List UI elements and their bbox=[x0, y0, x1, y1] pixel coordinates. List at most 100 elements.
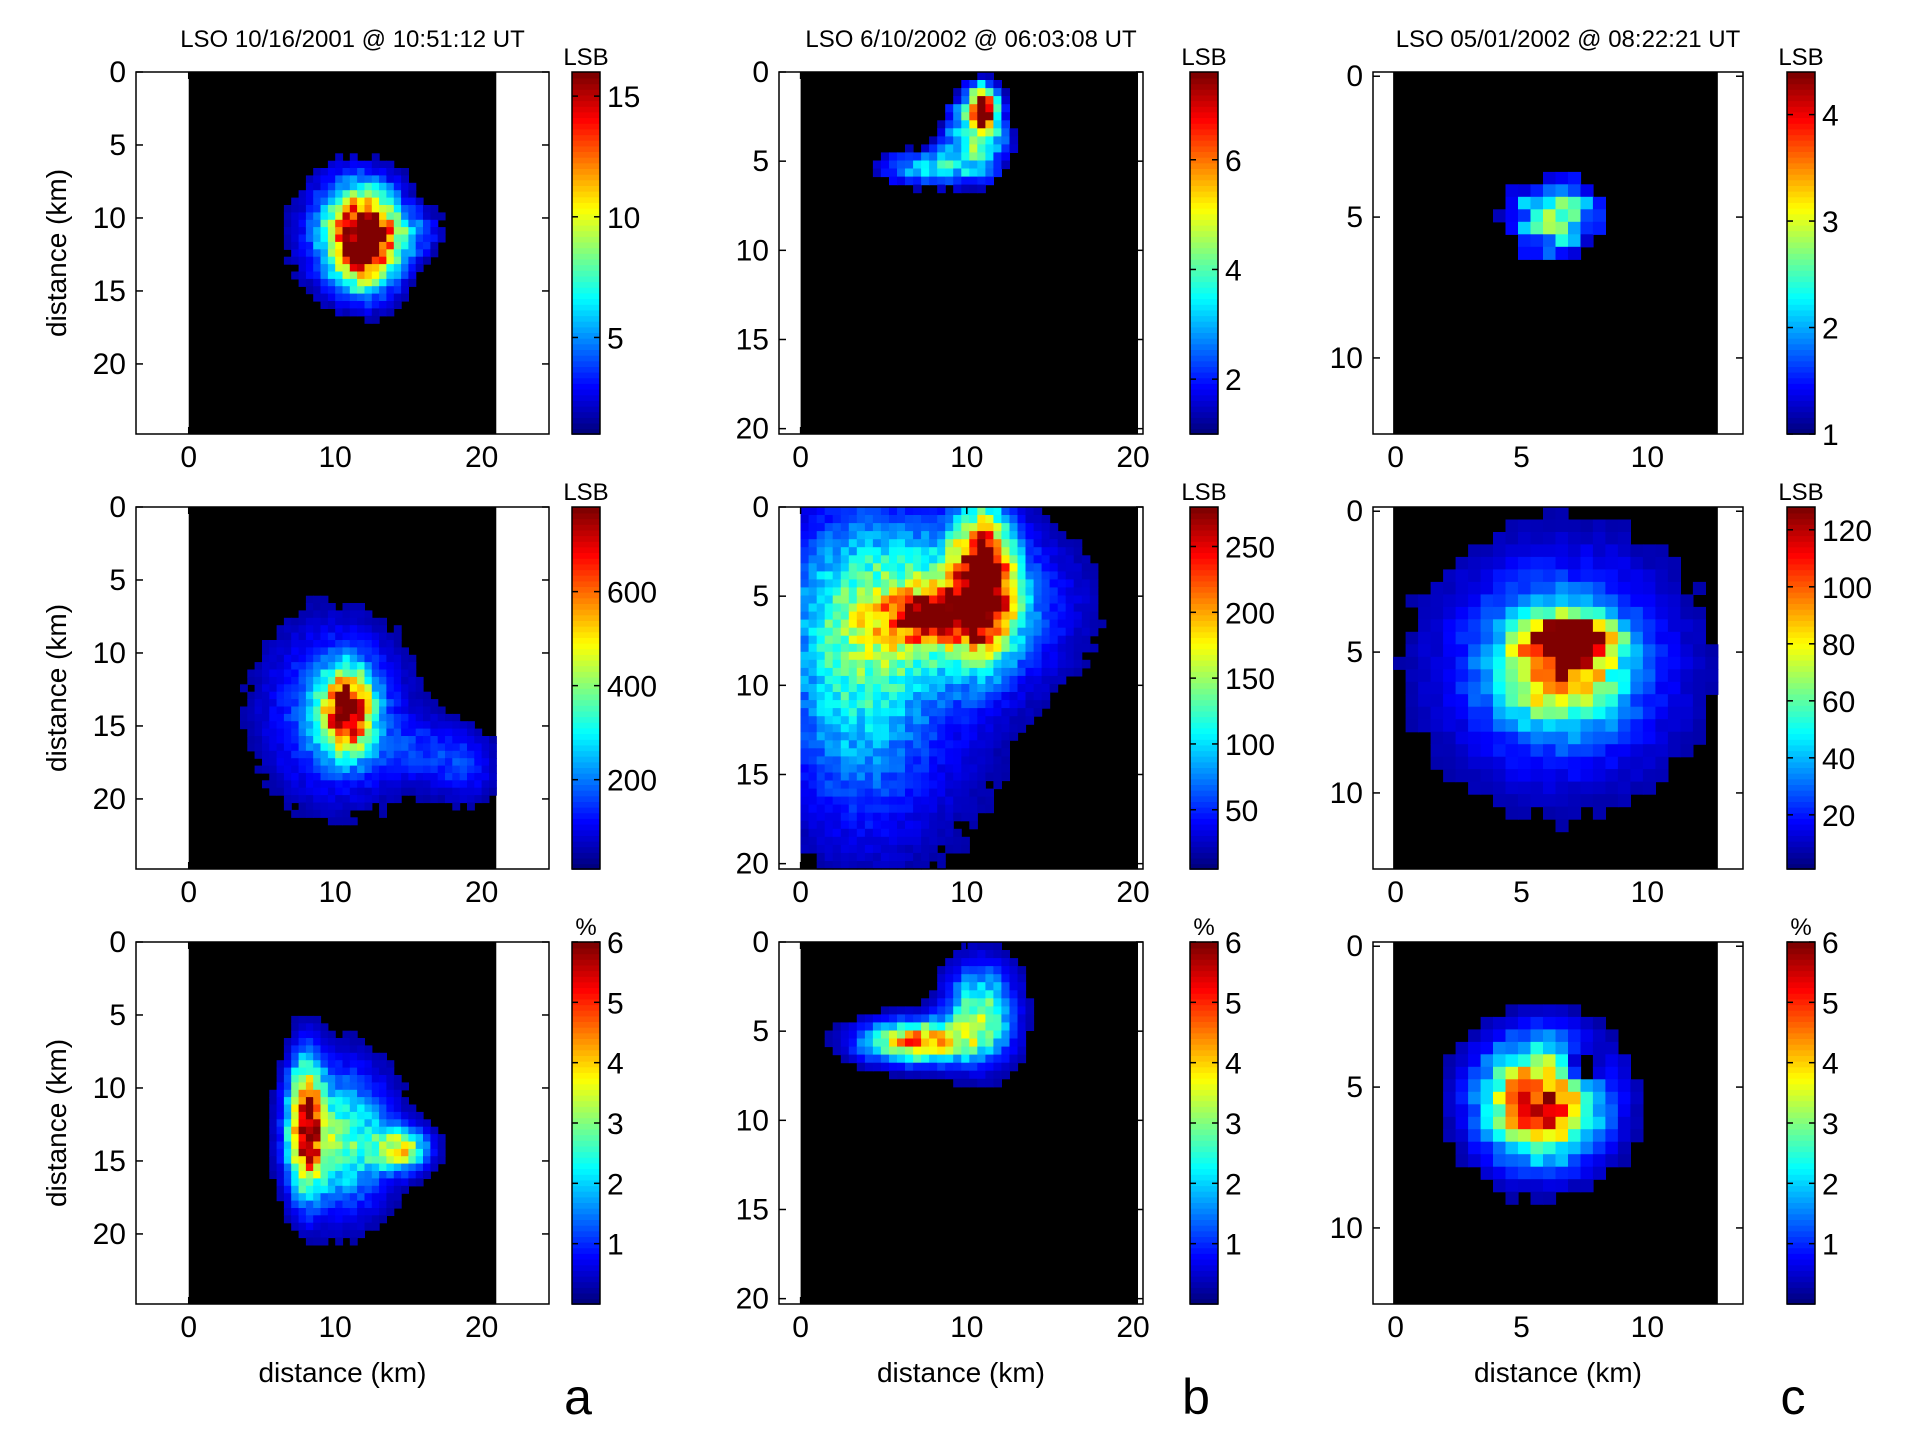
heat-cell bbox=[889, 555, 898, 564]
heat-cell bbox=[977, 998, 986, 1007]
heat-cell bbox=[320, 1230, 329, 1239]
heat-cell bbox=[897, 1062, 906, 1072]
colorbar-swatch bbox=[572, 298, 600, 305]
heat-cell bbox=[1057, 595, 1067, 605]
colorbar-swatch bbox=[1190, 326, 1218, 333]
heat-cell bbox=[283, 706, 292, 715]
heat-cell bbox=[1033, 579, 1043, 588]
heat-cell bbox=[897, 611, 906, 621]
colorbar-swatch bbox=[1190, 1004, 1218, 1011]
heat-cell bbox=[305, 1023, 314, 1032]
heat-cell bbox=[327, 610, 336, 619]
heat-cell bbox=[430, 249, 439, 258]
heat-cell bbox=[816, 627, 826, 637]
panel-letter: c bbox=[1781, 1369, 1806, 1425]
heat-cell bbox=[840, 531, 850, 540]
heat-cell bbox=[291, 736, 300, 744]
heat-cell bbox=[364, 1075, 373, 1083]
heat-cell bbox=[985, 675, 994, 685]
colorbar-swatch bbox=[1190, 574, 1218, 582]
heat-cell bbox=[953, 998, 962, 1007]
colorbar-swatch bbox=[572, 1060, 600, 1068]
heat-cell bbox=[262, 713, 270, 722]
heat-cell bbox=[320, 1030, 329, 1039]
heat-cell bbox=[298, 241, 307, 250]
heat-cell bbox=[379, 1215, 387, 1224]
heat-cell bbox=[393, 1119, 402, 1128]
heat-cell bbox=[1592, 221, 1606, 235]
colorbar-swatch bbox=[1787, 1145, 1815, 1153]
heat-cell bbox=[349, 286, 358, 295]
heat-cell bbox=[897, 635, 906, 645]
heat-cell bbox=[872, 684, 882, 693]
heat-cell bbox=[371, 773, 380, 781]
heat-cell bbox=[945, 168, 954, 178]
heat-cell bbox=[905, 651, 914, 661]
heat-cell bbox=[379, 271, 387, 280]
y-tick-label: 5 bbox=[752, 580, 769, 613]
heat-cell bbox=[921, 152, 930, 161]
heat-cell bbox=[880, 820, 890, 830]
heat-cell bbox=[1001, 152, 1010, 161]
heat-cell bbox=[320, 278, 329, 287]
heat-cell bbox=[364, 293, 373, 302]
colorbar-swatch bbox=[1190, 981, 1218, 989]
heat-cell bbox=[283, 1156, 292, 1165]
heat-cell bbox=[1468, 606, 1482, 620]
heat-cell bbox=[357, 249, 365, 258]
heat-cell bbox=[313, 256, 322, 265]
heat-cell bbox=[467, 728, 475, 737]
heat-cell bbox=[291, 676, 300, 685]
colorbar-swatch bbox=[1787, 806, 1815, 814]
heat-cell bbox=[961, 1022, 970, 1031]
heat-cell bbox=[320, 640, 329, 648]
heat-cell bbox=[1049, 571, 1059, 580]
colorbar-swatch bbox=[1190, 1038, 1218, 1045]
heat-cell bbox=[320, 728, 329, 737]
heat-cell bbox=[889, 643, 898, 653]
heat-cell bbox=[1655, 731, 1669, 745]
heat-cell bbox=[913, 820, 922, 830]
heat-cell bbox=[269, 765, 278, 774]
heat-cell bbox=[953, 168, 962, 178]
heat-cell bbox=[977, 780, 986, 790]
heat-cell bbox=[1493, 1166, 1507, 1180]
heat-cell bbox=[1530, 544, 1544, 558]
heat-cell bbox=[937, 748, 946, 757]
heat-cell bbox=[335, 1171, 344, 1179]
heat-cell bbox=[977, 788, 986, 798]
heat-cell bbox=[1455, 606, 1469, 620]
heat-cell bbox=[1642, 544, 1656, 558]
heat-cell bbox=[327, 699, 336, 708]
y-tick-label: 20 bbox=[736, 1283, 769, 1316]
heat-cell bbox=[1630, 1079, 1644, 1093]
heat-cell bbox=[921, 579, 930, 588]
heat-cell bbox=[1073, 539, 1083, 548]
heat-cell bbox=[269, 1111, 278, 1120]
heat-cell bbox=[969, 998, 978, 1007]
colorbar-swatch bbox=[1787, 275, 1815, 283]
heat-cell bbox=[371, 1126, 380, 1135]
heat-cell bbox=[913, 812, 922, 822]
heat-cell bbox=[1543, 556, 1557, 570]
heat-cell bbox=[364, 205, 373, 213]
colorbar-swatch bbox=[572, 286, 600, 294]
heat-cell bbox=[1443, 606, 1457, 620]
heat-cell bbox=[1518, 1179, 1532, 1193]
heat-cell bbox=[393, 1200, 402, 1209]
heat-cell bbox=[423, 743, 431, 752]
heat-cell bbox=[342, 1148, 351, 1157]
heat-cell bbox=[1518, 1104, 1532, 1118]
heat-cell bbox=[1530, 681, 1544, 695]
heat-cell bbox=[283, 1067, 292, 1076]
heat-cell bbox=[953, 700, 962, 709]
heat-cell bbox=[342, 728, 351, 737]
heat-cell bbox=[276, 1134, 285, 1143]
heat-cell bbox=[313, 795, 322, 804]
heat-cell bbox=[897, 861, 906, 870]
heat-cell bbox=[386, 190, 395, 199]
heat-cell bbox=[342, 603, 351, 611]
heat-cell bbox=[320, 1097, 329, 1106]
heat-cell bbox=[1543, 1154, 1557, 1168]
heat-cell bbox=[349, 1111, 358, 1120]
